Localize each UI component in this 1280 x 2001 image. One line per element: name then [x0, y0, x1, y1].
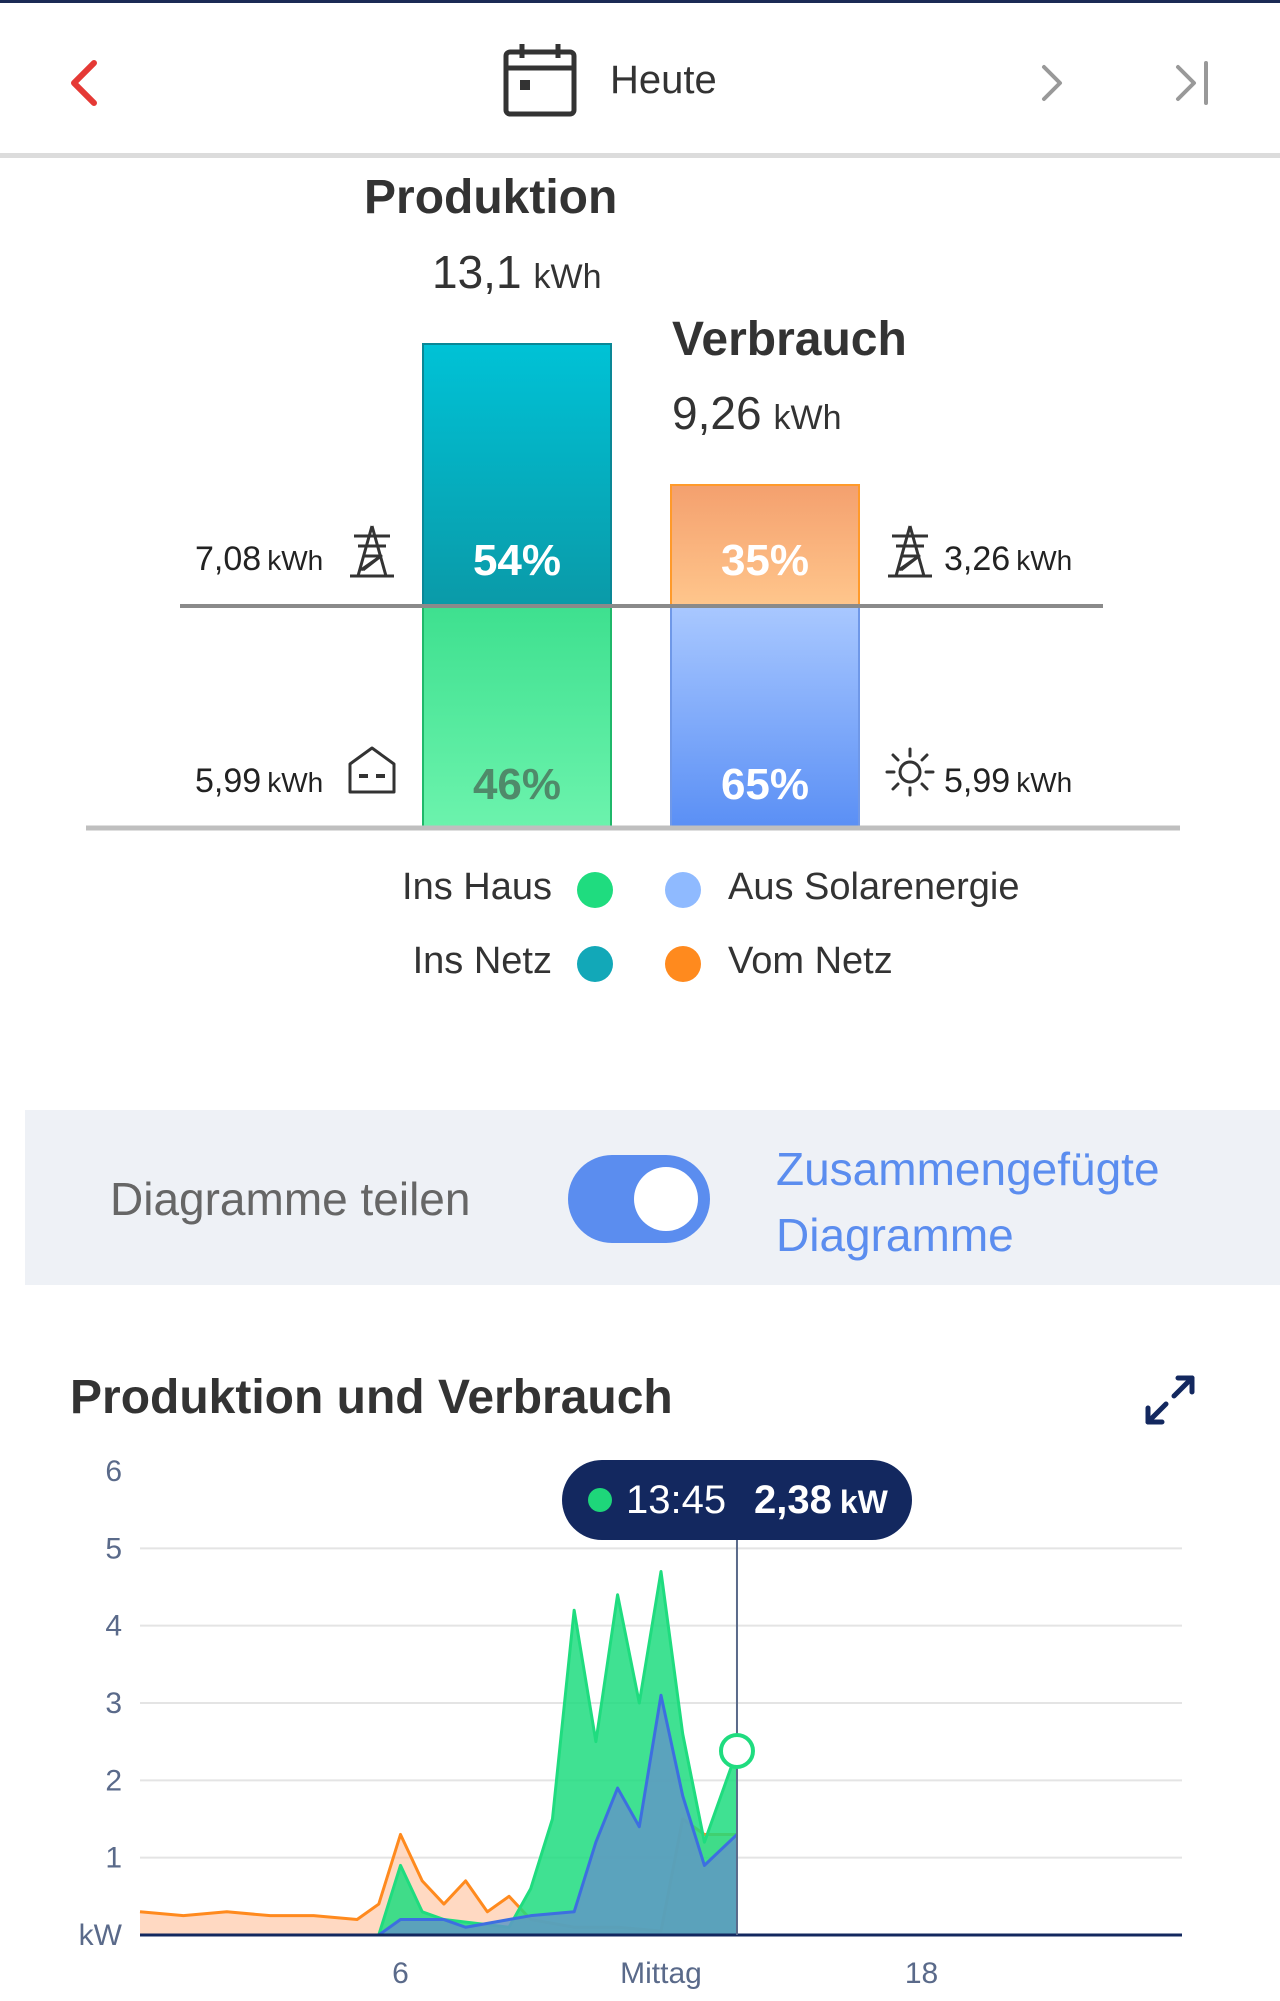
y-axis-unit-label: kW	[79, 1919, 123, 1952]
legend-label-ins-netz: Ins Netz	[412, 940, 552, 982]
top-accent-line	[0, 0, 1280, 3]
expand-icon	[1145, 1375, 1195, 1425]
chart-mode-toggle[interactable]	[568, 1155, 710, 1243]
sun-icon	[885, 747, 935, 797]
power-pylon-icon	[350, 525, 394, 578]
chevron-right-icon	[1042, 65, 1062, 101]
previous-day-button[interactable]	[58, 43, 118, 123]
tooltip-unit: kW	[839, 1484, 888, 1520]
consumption-unit: kWh	[773, 399, 842, 437]
from-grid-percent: 35%	[720, 536, 810, 585]
y-tick-label: 3	[105, 1687, 122, 1720]
y-tick-label: 1	[105, 1842, 122, 1875]
from-solar-value: 5,99 kWh	[944, 762, 1072, 801]
x-tick-label: Mittag	[620, 1957, 702, 1990]
to-house-number: 5,99	[195, 762, 262, 800]
tooltip-number: 2,38	[754, 1478, 832, 1522]
from-grid-unit: kWh	[1016, 545, 1073, 576]
chevron-left-icon	[71, 60, 97, 106]
chart-title: Produktion und Verbrauch	[70, 1371, 673, 1424]
series-line-aus-solarenergie	[140, 1693, 739, 1937]
production-value: 13,1	[432, 246, 522, 298]
toggle-knob	[634, 1167, 698, 1231]
y-tick-label: 5	[105, 1532, 122, 1565]
from-solar-unit: kWh	[1016, 767, 1073, 798]
jump-to-today-button[interactable]	[1160, 43, 1230, 123]
merged-label-line1: Zusammengefügte	[776, 1143, 1160, 1195]
consumption-label: Verbrauch	[672, 313, 907, 366]
to-house-percent: 46%	[472, 760, 562, 809]
date-label: Heute	[610, 58, 717, 102]
selected-point-marker	[718, 1732, 755, 1769]
skip-to-end-icon	[1176, 61, 1208, 105]
merged-label-line2: Diagramme	[776, 1209, 1014, 1261]
y-tick-label: 6	[105, 1455, 122, 1488]
to-grid-number: 7,08	[195, 540, 262, 578]
legend: Ins Haus Ins Netz Aus Solarenergie Vom N…	[0, 860, 1280, 1000]
legend-dot-vom-netz	[665, 946, 701, 982]
power-pylon-icon	[888, 525, 932, 578]
series-line-ins-haus	[140, 1570, 739, 1937]
legend-label-ins-haus: Ins Haus	[402, 866, 552, 908]
legend-label-vom-netz: Vom Netz	[728, 940, 893, 982]
to-house-unit: kWh	[267, 767, 324, 798]
tooltip-value: 2,38 kW	[754, 1478, 888, 1523]
next-day-button[interactable]	[1020, 43, 1080, 123]
from-solar-number: 5,99	[944, 762, 1011, 800]
production-label: Produktion	[364, 171, 618, 224]
production-unit: kWh	[533, 258, 602, 296]
tooltip-dot	[588, 1488, 612, 1512]
date-picker[interactable]: Heute	[500, 38, 760, 128]
header-divider	[0, 153, 1280, 158]
consumption-total: 9,26 kWh	[672, 386, 842, 440]
from-grid-number: 3,26	[944, 540, 1011, 578]
to-grid-percent: 54%	[472, 536, 562, 585]
y-tick-label: 4	[105, 1610, 122, 1643]
legend-dot-aus-solarenergie	[665, 872, 701, 908]
tooltip-time: 13:45	[626, 1478, 727, 1522]
from-grid-value: 3,26 kWh	[944, 540, 1072, 579]
y-tick-label: 2	[105, 1764, 122, 1797]
to-house-value: 5,99 kWh	[195, 762, 323, 801]
to-grid-unit: kWh	[267, 545, 324, 576]
consumption-value: 9,26	[672, 387, 762, 439]
legend-label-aus-solarenergie: Aus Solarenergie	[728, 866, 1020, 908]
x-tick-label: 6	[392, 1957, 409, 1990]
split-charts-label[interactable]: Diagramme teilen	[110, 1173, 471, 1225]
legend-dot-ins-netz	[577, 946, 613, 982]
series-area-aus-solarenergie	[140, 1695, 737, 1935]
date-navigation-bar: Heute	[0, 3, 1280, 153]
house-icon	[348, 746, 396, 794]
to-grid-value: 7,08 kWh	[195, 540, 323, 579]
production-total: 13,1 kWh	[432, 245, 602, 299]
calendar-icon	[503, 44, 577, 117]
chart-tooltip: 13:45 2,38 kW	[562, 1460, 912, 1540]
production-consumption-chart[interactable]: 1 2 3 4 5 6 kW 6 Mittag 18	[0, 1440, 1280, 2001]
expand-chart-button[interactable]	[1140, 1370, 1200, 1430]
legend-dot-ins-haus	[577, 872, 613, 908]
merged-charts-label[interactable]: Zusammengefügte Diagramme	[776, 1136, 1160, 1268]
x-tick-label: 18	[905, 1957, 938, 1990]
energy-split-bars	[86, 343, 1180, 831]
series-area-ins-haus	[140, 1571, 737, 1935]
from-solar-percent: 65%	[720, 760, 810, 809]
